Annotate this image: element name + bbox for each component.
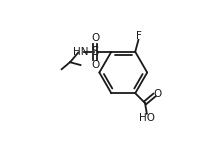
Text: O: O	[91, 33, 99, 43]
Text: O: O	[154, 89, 162, 99]
Text: HN: HN	[73, 47, 89, 57]
Text: O: O	[91, 60, 99, 70]
Text: F: F	[136, 31, 142, 41]
Text: S: S	[92, 45, 99, 58]
Text: HO: HO	[139, 113, 155, 123]
